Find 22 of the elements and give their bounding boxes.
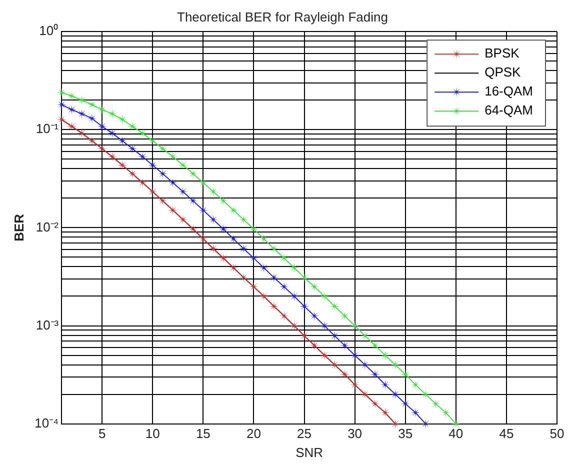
legend-label: QPSK — [484, 64, 522, 80]
y-tick-label: 10⁻² — [36, 219, 60, 234]
x-axis-title: SNR — [296, 444, 324, 460]
y-tick-label: 10⁰ — [39, 23, 59, 38]
x-tick-label: 10 — [145, 426, 160, 442]
y-axis-title: BER — [11, 213, 26, 242]
chart-title: Theoretical BER for Rayleigh Fading — [177, 9, 388, 24]
x-tick-label: 45 — [499, 426, 514, 442]
x-tick-label: 30 — [348, 426, 362, 442]
x-tick-label: 25 — [297, 426, 312, 442]
legend-label: 16-QAM — [484, 84, 534, 99]
y-tick-label: 10⁻³ — [36, 317, 60, 332]
x-tick-label: 40 — [448, 426, 464, 442]
x-tick-label: 35 — [398, 426, 413, 442]
x-tick-label: 15 — [196, 426, 210, 442]
x-tick-label: 5 — [98, 426, 106, 442]
x-tick-label: 20 — [246, 426, 261, 442]
x-tick-label: 50 — [550, 426, 564, 442]
legend-label: BPSK — [484, 46, 520, 61]
legend-label: 64-QAM — [484, 102, 534, 118]
y-tick-label: 10⁻¹ — [36, 121, 60, 136]
y-tick-label: 10⁻⁴ — [34, 415, 59, 430]
